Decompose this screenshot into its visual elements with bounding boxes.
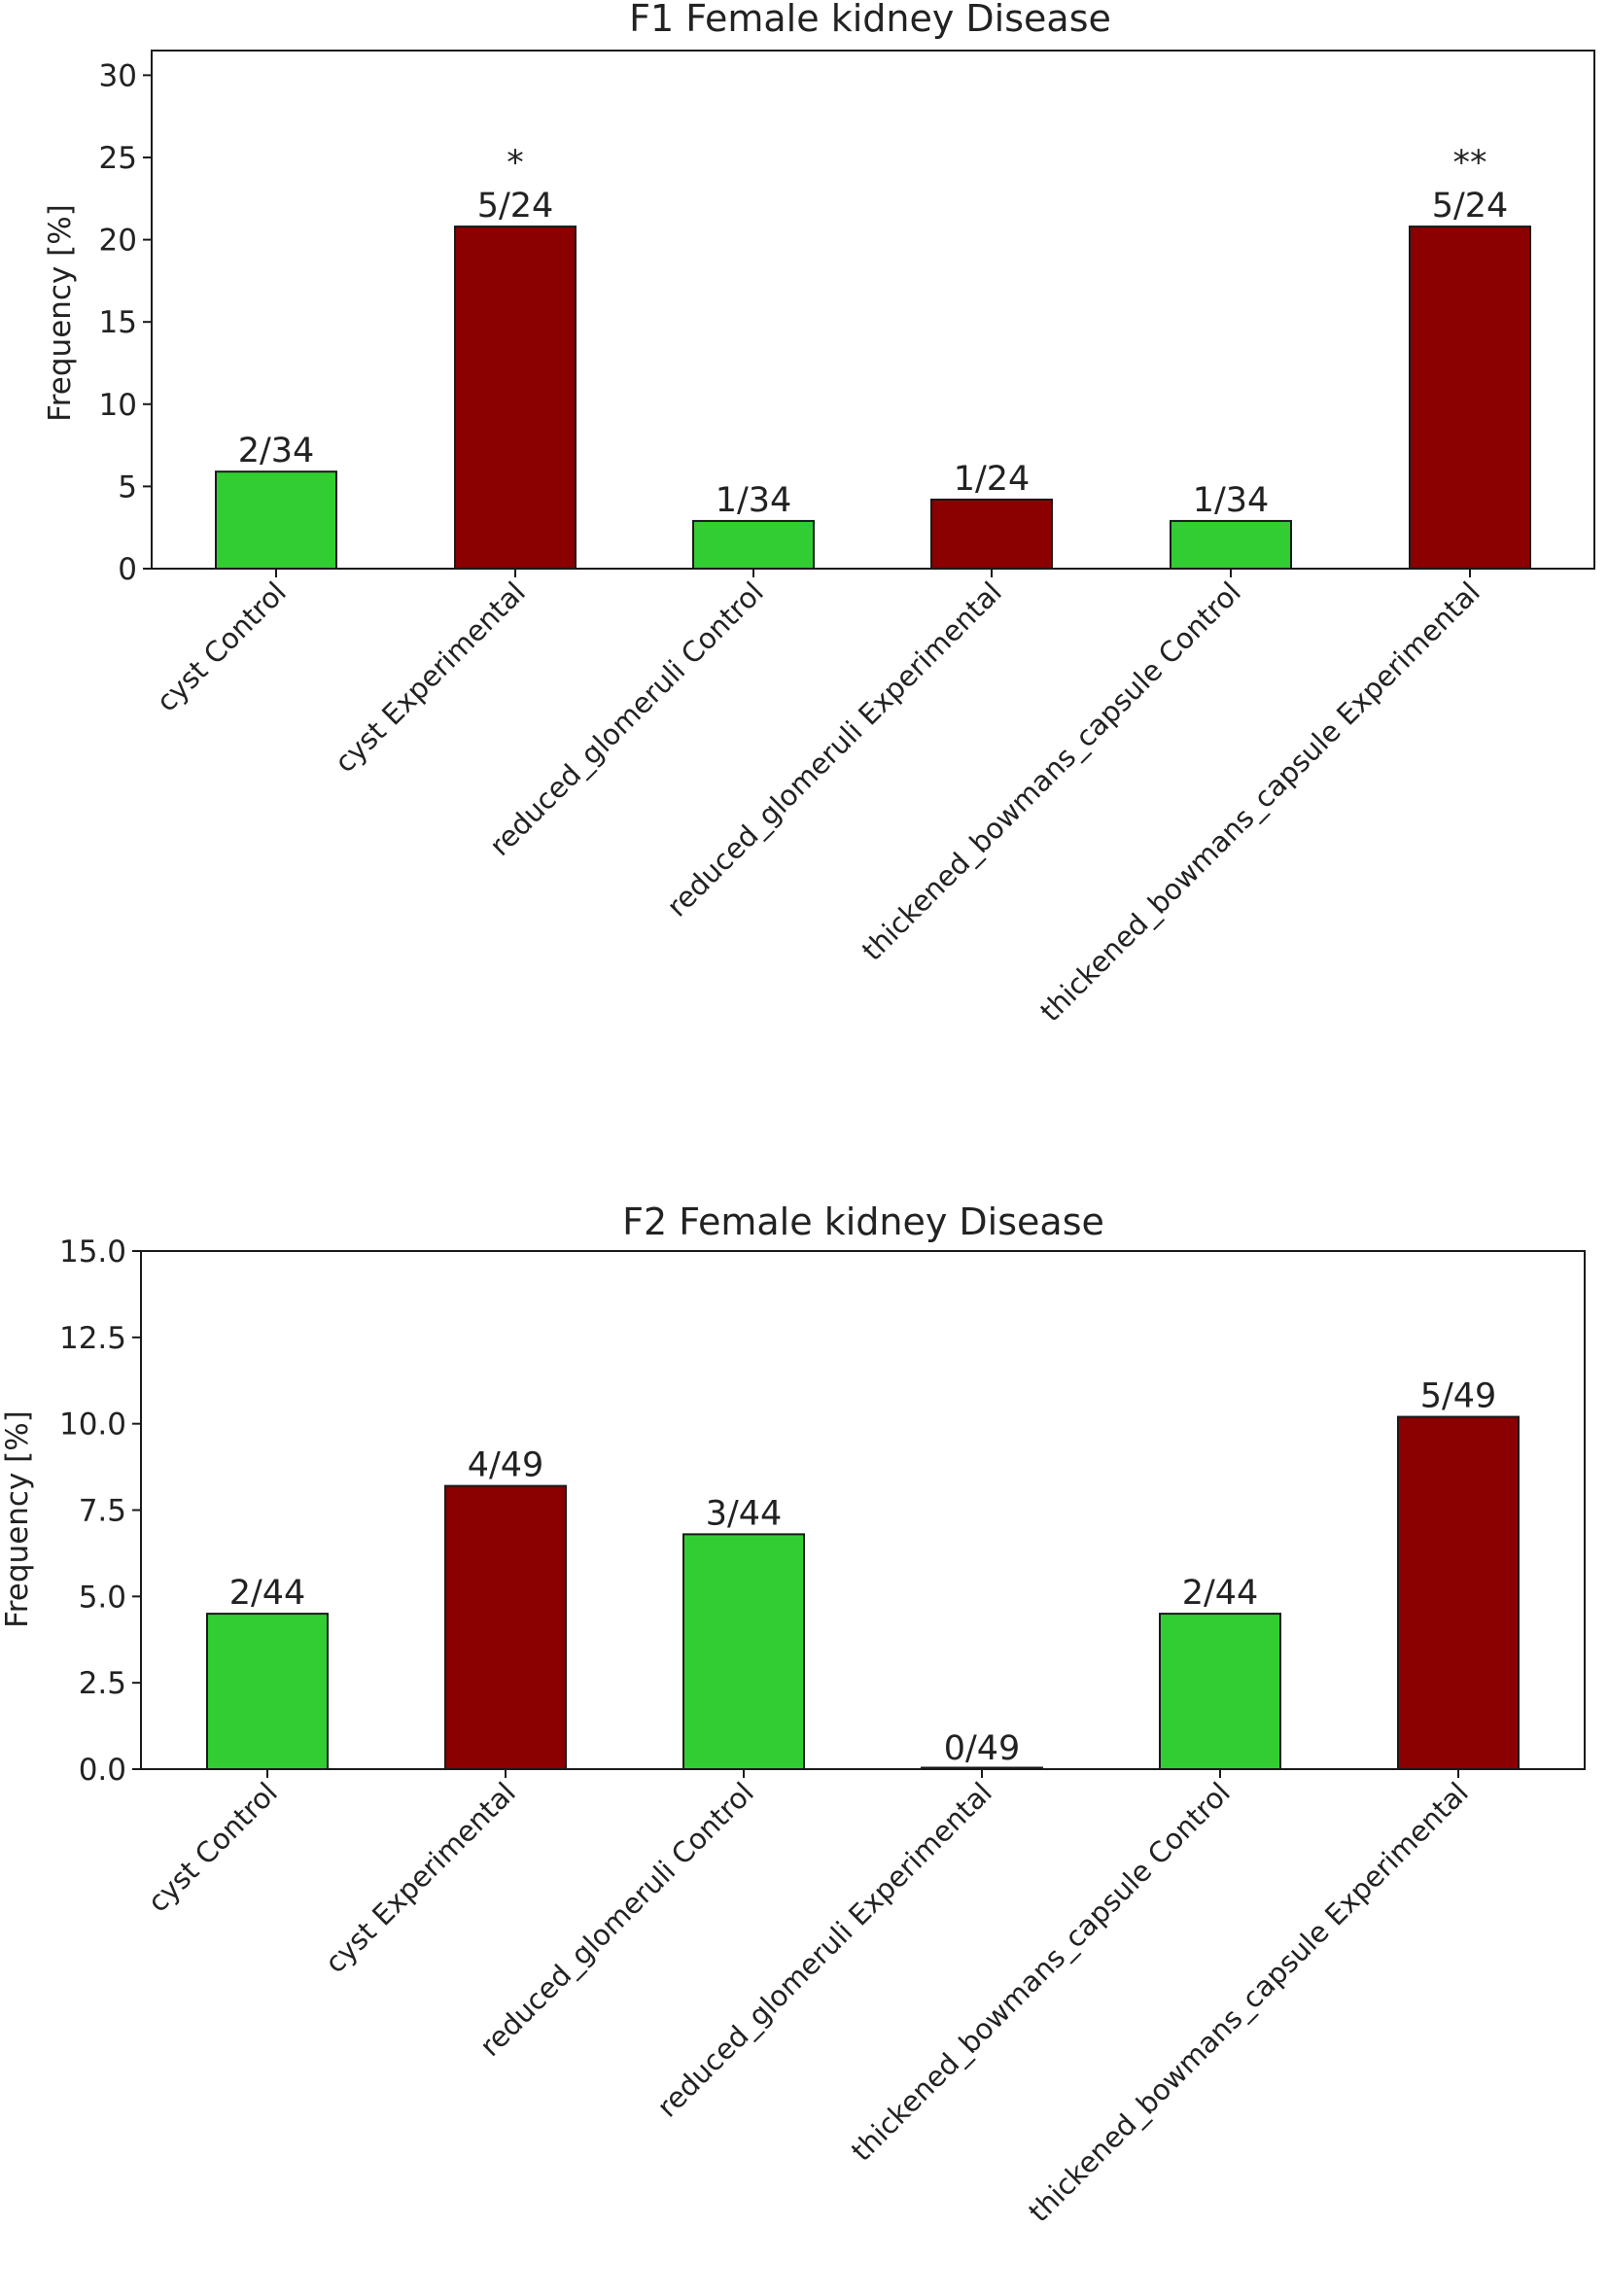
bar-value-label: 4/49 [468,1446,544,1485]
x-tick-label: cyst Control [141,1776,284,1919]
bar-value-label: 5/49 [1420,1377,1497,1416]
y-tick-label: 5 [118,470,137,504]
y-tick-label: 12.5 [59,1321,126,1356]
bar-value-label: 2/44 [229,1574,306,1613]
chart-f1-female-kidney-disease: F1 Female kidney Disease Frequency [%] 0… [43,0,1595,1028]
x-tick-label: reduced_glomeruli Control [483,575,770,862]
bar-value-label: 0/49 [944,1729,1021,1768]
significance-marker: ** [1453,144,1487,183]
y-tick-label: 20 [99,224,137,259]
y-tick-label: 7.5 [79,1494,126,1529]
chart-title: F1 Female kidney Disease [629,0,1111,40]
y-axis-label: Frequency [%] [0,1410,35,1628]
x-tick-label: thickened_bowmans_capsule Experimental [1022,1776,1475,2229]
y-tick-label: 5.0 [79,1580,126,1615]
bar-experimental [444,1484,567,1771]
y-tick-label: 0.0 [79,1753,126,1788]
y-tick-label: 15.0 [59,1235,126,1270]
plot-area-frame [151,50,1595,570]
x-tick-label: cyst Control [150,575,293,718]
y-tick-label: 30 [99,58,137,93]
y-tick-label: 10 [99,388,137,423]
bar-value-label: 1/34 [1193,481,1270,520]
chart-title: F2 Female kidney Disease [622,1200,1104,1243]
bar-value-label: 3/44 [706,1494,783,1533]
bar-experimental [1409,226,1531,571]
y-axis-label: Frequency [%] [43,204,78,422]
y-tick-label: 10.0 [59,1408,126,1443]
x-tick-label: thickened_bowmans_capsule Experimental [1033,575,1486,1028]
bar-control [682,1533,805,1770]
bar-control [1170,519,1292,571]
y-tick-label: 25 [99,141,137,176]
bar-experimental [454,226,577,571]
bar-experimental [930,498,1053,571]
x-tick-label: thickened_bowmans_capsule Control [845,1776,1237,2168]
y-tick-label: 15 [99,305,137,340]
x-tick-label: cyst Experimental [329,575,532,779]
bar-control [206,1613,329,1770]
bar-value-label: 1/34 [716,481,792,520]
bar-value-label: 1/24 [954,460,1031,499]
y-tick-label: 2.5 [79,1666,126,1701]
chart-f2-female-kidney-disease: F2 Female kidney Disease Frequency [%] 0… [0,1200,1586,2229]
bar-value-label: 2/44 [1182,1574,1259,1613]
bar-experimental [1397,1415,1520,1771]
bar-control [692,519,815,571]
x-tick-label: cyst Experimental [319,1776,522,1979]
plot-area-frame [140,1250,1586,1770]
x-tick-label: thickened_bowmans_capsule Control [856,575,1247,967]
y-tick-label: 0 [118,552,137,587]
bar-value-label: 5/24 [1432,187,1509,226]
bar-value-label: 2/34 [238,432,315,470]
bar-control [1159,1613,1281,1770]
significance-marker: * [507,144,524,183]
bar-value-label: 5/24 [477,187,554,226]
x-tick-label: reduced_glomeruli Control [473,1776,760,2063]
bar-control [215,470,337,570]
